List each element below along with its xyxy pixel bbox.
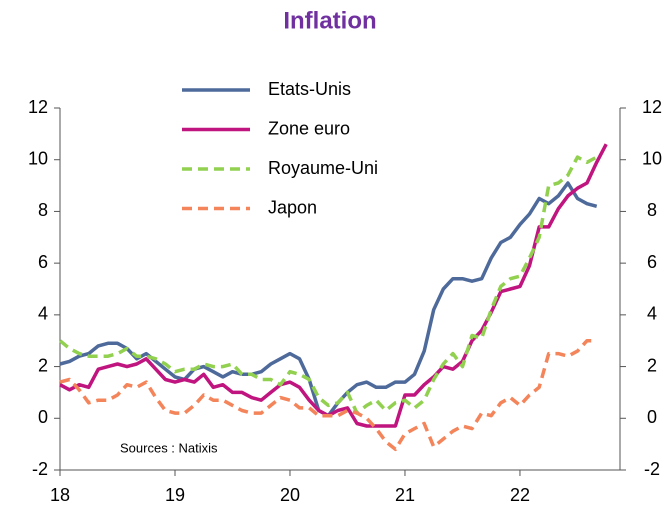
y2-tick-label: 6: [647, 252, 657, 272]
x-tick-label: 19: [165, 485, 185, 505]
y-tick-label: -2: [32, 459, 48, 479]
series-line: [59, 338, 597, 452]
chart-title: Inflation: [283, 7, 376, 34]
legend-label: Zone euro: [268, 118, 350, 138]
x-tick-label: 22: [510, 485, 530, 505]
annotation: Sources : Natixis: [120, 440, 218, 455]
x-tick-label: 20: [280, 485, 300, 505]
legend-label: Japon: [268, 197, 317, 217]
y2-tick-label: -2: [644, 459, 660, 479]
y-tick-label: 10: [28, 148, 48, 168]
y-tick-label: 2: [38, 355, 48, 375]
y-tick-label: 0: [38, 407, 48, 427]
x-tick-label: 18: [50, 485, 70, 505]
y2-tick-label: 8: [647, 200, 657, 220]
y-tick-label: 4: [38, 304, 48, 324]
x-tick-label: 21: [395, 485, 415, 505]
series-line: [58, 155, 598, 415]
y2-tick-label: 12: [642, 97, 662, 117]
legend-label: Royaume-Uni: [268, 158, 378, 178]
series-line: [59, 143, 608, 428]
y2-tick-label: 0: [647, 407, 657, 427]
y2-tick-label: 2: [647, 355, 657, 375]
y-tick-label: 12: [28, 97, 48, 117]
y-tick-label: 6: [38, 252, 48, 272]
y2-tick-label: 4: [647, 304, 657, 324]
y2-tick-label: 10: [642, 148, 662, 168]
y-tick-label: 8: [38, 200, 48, 220]
legend-label: Etats-Unis: [268, 79, 351, 99]
series-line: [59, 181, 598, 418]
